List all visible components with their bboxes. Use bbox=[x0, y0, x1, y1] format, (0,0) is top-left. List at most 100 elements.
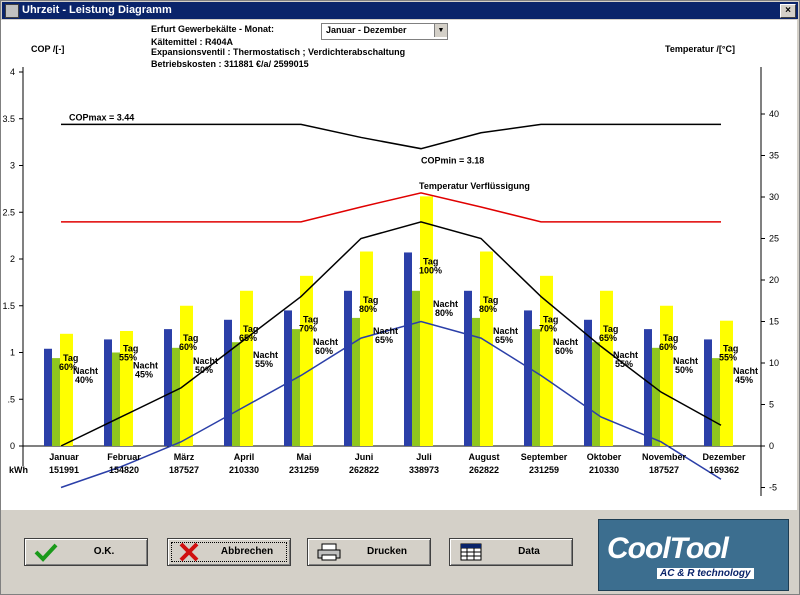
bar-series-2 bbox=[652, 347, 660, 446]
header-operating-costs: Betriebskosten : 311881 €/a/ 2599015 bbox=[151, 59, 309, 69]
kwh-value-label: 151991 bbox=[49, 465, 79, 475]
bar-series-1 bbox=[704, 339, 712, 446]
nacht-percent-label: 55% bbox=[255, 359, 273, 369]
bar-series-2 bbox=[592, 342, 600, 446]
app-icon bbox=[5, 4, 19, 18]
right-tick-label: 5 bbox=[769, 400, 774, 410]
nacht-percent-label: 45% bbox=[135, 370, 153, 380]
nacht-label: Nacht bbox=[673, 356, 698, 366]
bar-series-2 bbox=[472, 317, 480, 446]
kwh-value-label: 231259 bbox=[529, 465, 559, 475]
logo-main-text: CoolTool bbox=[607, 532, 729, 565]
nacht-label: Nacht bbox=[313, 337, 338, 347]
header-location-label: Erfurt Gewerbekälte - Monat: bbox=[151, 24, 275, 34]
bar-series-2 bbox=[292, 329, 300, 446]
month-label: Juli bbox=[416, 452, 432, 462]
bar-series-2 bbox=[172, 347, 180, 446]
cancel-button-label: Abbrechen bbox=[220, 546, 274, 557]
left-tick-label: 3 bbox=[10, 161, 15, 171]
bar-series-3 bbox=[660, 305, 673, 446]
bar-series-3 bbox=[600, 290, 613, 446]
bar-series-3 bbox=[360, 251, 373, 446]
nacht-label: Nacht bbox=[493, 326, 518, 336]
right-tick-label: 35 bbox=[769, 151, 779, 161]
right-tick-label: 30 bbox=[769, 192, 779, 202]
left-tick-label: .5 bbox=[7, 394, 15, 404]
tag-label: Tag bbox=[243, 324, 258, 334]
tag-percent-label: 60% bbox=[659, 342, 677, 352]
chart-svg: 0 .5 1 1.5 2 2.5 3 3.5 4 -5 0 5 10 15 20 25 30 35 40 COPmax… bbox=[2, 67, 779, 496]
month-label: November bbox=[642, 452, 687, 462]
kwh-value-label: 338973 bbox=[409, 465, 439, 475]
header-refrigerant: Kältemittel : R404A bbox=[151, 37, 234, 47]
kwh-value-label: 187527 bbox=[169, 465, 199, 475]
cop-min-annotation: COPmin = 3.18 bbox=[421, 156, 484, 166]
header-expansion-valve: Expansionsventil : Thermostatisch ; Verd… bbox=[151, 47, 406, 57]
month-label: August bbox=[469, 452, 500, 462]
month-select[interactable]: Januar - Dezember ▼ bbox=[321, 23, 448, 40]
kwh-value-label: 210330 bbox=[229, 465, 259, 475]
kwh-value-label: 169362 bbox=[709, 465, 739, 475]
bar-series-3 bbox=[300, 275, 313, 446]
month-label: Januar bbox=[49, 452, 79, 462]
cancel-button[interactable]: Abbrechen bbox=[167, 538, 291, 566]
chart-area: Erfurt Gewerbekälte - Monat: Januar - De… bbox=[1, 20, 797, 510]
bar-series-1 bbox=[404, 252, 412, 446]
data-button[interactable]: Data bbox=[449, 538, 573, 566]
close-button[interactable]: × bbox=[780, 4, 796, 18]
tag-label: Tag bbox=[363, 295, 378, 305]
bar-series-3 bbox=[720, 320, 733, 446]
month-label: Februar bbox=[107, 452, 141, 462]
bar-series-1 bbox=[644, 329, 652, 446]
tag-percent-label: 55% bbox=[119, 352, 137, 362]
tag-label: Tag bbox=[63, 353, 78, 363]
kwh-value-label: 231259 bbox=[289, 465, 319, 475]
nacht-percent-label: 60% bbox=[315, 346, 333, 356]
kwh-value-label: 187527 bbox=[649, 465, 679, 475]
ok-button[interactable]: O.K. bbox=[24, 538, 148, 566]
nacht-percent-label: 65% bbox=[375, 335, 393, 345]
tag-percent-label: 70% bbox=[299, 323, 317, 333]
cop-max-annotation: COPmax = 3.44 bbox=[69, 112, 134, 122]
tag-percent-label: 80% bbox=[359, 304, 377, 314]
bar-series-1 bbox=[584, 319, 592, 446]
bar-series-3 bbox=[420, 196, 433, 446]
nacht-percent-label: 50% bbox=[195, 365, 213, 375]
temperature-line-black bbox=[60, 221, 722, 447]
right-tick-label: 20 bbox=[769, 275, 779, 285]
tag-label: Tag bbox=[543, 314, 558, 324]
cooltool-logo: CoolTool AC & R technology bbox=[598, 519, 789, 591]
title-bar: Uhrzeit - Leistung Diagramm × bbox=[2, 2, 798, 19]
month-label: April bbox=[234, 452, 255, 462]
temperature-line-blue bbox=[60, 320, 722, 489]
right-tick-label: 0 bbox=[769, 441, 774, 451]
tag-percent-label: 80% bbox=[479, 304, 497, 314]
bar-series-1 bbox=[104, 339, 112, 446]
nacht-label: Nacht bbox=[553, 337, 578, 347]
tag-label: Tag bbox=[603, 324, 618, 334]
kwh-value-label: 210330 bbox=[589, 465, 619, 475]
tag-percent-label: 60% bbox=[59, 362, 77, 372]
nacht-percent-label: 40% bbox=[75, 375, 93, 385]
nacht-label: Nacht bbox=[613, 350, 638, 360]
tag-label: Tag bbox=[483, 295, 498, 305]
nacht-label: Nacht bbox=[73, 366, 98, 376]
month-label: Juni bbox=[355, 452, 374, 462]
nacht-label: Nacht bbox=[433, 299, 458, 309]
nacht-percent-label: 50% bbox=[675, 365, 693, 375]
bar-series-3 bbox=[60, 333, 73, 446]
nacht-label: Nacht bbox=[733, 366, 758, 376]
left-tick-label: 0 bbox=[10, 441, 15, 451]
bar-series-2 bbox=[352, 317, 360, 446]
ok-button-label: O.K. bbox=[93, 546, 115, 557]
nacht-label: Nacht bbox=[253, 350, 278, 360]
chevron-down-icon[interactable]: ▼ bbox=[434, 24, 447, 37]
bar-series-2 bbox=[712, 358, 720, 446]
left-tick-label: 4 bbox=[10, 67, 15, 77]
tag-label: Tag bbox=[183, 333, 198, 343]
tag-percent-label: 65% bbox=[239, 333, 257, 343]
print-button[interactable]: Drucken bbox=[307, 538, 431, 566]
data-button-label: Data bbox=[518, 546, 540, 557]
bar-series-2 bbox=[532, 329, 540, 446]
bar-series-3 bbox=[540, 275, 553, 446]
